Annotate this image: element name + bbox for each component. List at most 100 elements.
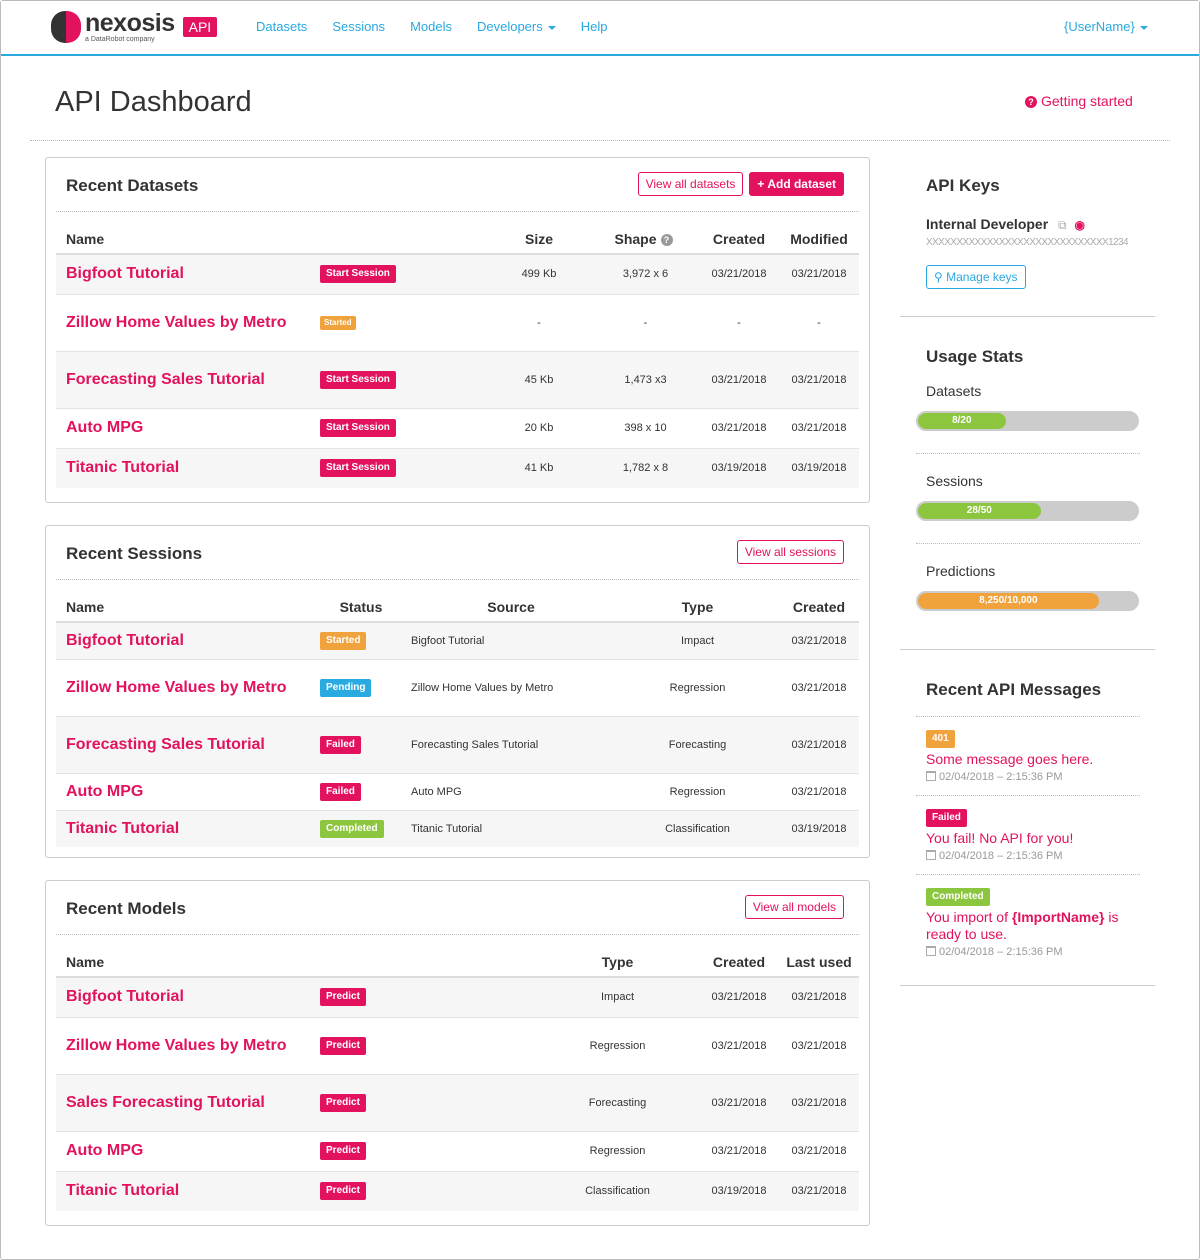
row-name-link[interactable]: Titanic Tutorial [56, 447, 316, 488]
view-all-sessions-button[interactable]: View all sessions [736, 540, 844, 564]
nav-help[interactable]: Help [580, 19, 608, 34]
divider [56, 211, 859, 212]
predict-button[interactable]: Predict [320, 1093, 366, 1112]
predict-button[interactable]: Predict [320, 988, 366, 1007]
datasets-table: Name Size Shape? Created Modified Bigfoot Tut… [56, 225, 859, 488]
modified-cell: 03/21/2018 [779, 350, 859, 408]
start-session-button[interactable]: Start Session [320, 459, 396, 478]
api-message: Completed You import of {ImportName} is r… [926, 886, 1141, 958]
column-header[interactable]: Type [616, 593, 779, 623]
column-header[interactable]: Name [56, 593, 316, 623]
view-all-datasets-button[interactable]: View all datasets [637, 172, 744, 196]
created-cell: 03/21/2018 [779, 621, 859, 659]
shape-cell: 1,782 x 8 [592, 447, 699, 488]
column-header[interactable] [316, 948, 536, 978]
badge-cell: Predict [316, 1130, 536, 1171]
badge-cell: Start Session [316, 447, 486, 488]
badge-cell: Predict [316, 1170, 536, 1211]
source-cell: Bigfoot Tutorial [406, 621, 616, 659]
row-name-link[interactable]: Zillow Home Values by Metro [56, 293, 316, 351]
nav-developers[interactable]: Developers [477, 19, 556, 34]
column-header[interactable]: Type [536, 948, 699, 978]
recent-api-messages-title: Recent API Messages [926, 680, 1102, 699]
manage-keys-label: Manage keys [946, 270, 1018, 284]
message-date: 02/04/2018 – 2:15:36 PM [926, 850, 1141, 862]
row-name-link[interactable]: Titanic Tutorial [56, 809, 316, 847]
add-dataset-button[interactable]: + Add dataset [749, 172, 844, 196]
column-header[interactable]: Size [486, 225, 592, 255]
column-header[interactable] [316, 225, 486, 255]
row-name-link[interactable]: Bigfoot Tutorial [56, 253, 316, 294]
start-session-button[interactable]: Start Session [320, 419, 396, 437]
row-name-link[interactable]: Forecasting Sales Tutorial [56, 715, 316, 773]
start-session-button[interactable]: Start Session [320, 370, 396, 389]
predict-button[interactable]: Predict [320, 1182, 366, 1201]
type-cell: Classification [616, 809, 779, 847]
column-header[interactable]: Created [699, 225, 779, 255]
row-name-link[interactable]: Auto MPG [56, 1130, 316, 1171]
message-badge: Failed [926, 809, 967, 827]
shape-cell: 1,473 x3 [592, 350, 699, 408]
column-header[interactable]: Created [779, 593, 859, 623]
column-header[interactable]: Name [56, 225, 316, 255]
message-text: You fail! No API for you! [926, 830, 1074, 846]
api-keys-title: API Keys [926, 176, 1000, 195]
nav-sessions[interactable]: Sessions [332, 19, 386, 34]
row-name-link[interactable]: Titanic Tutorial [56, 1170, 316, 1211]
badge-cell: Predict [316, 1016, 536, 1074]
calendar-icon [926, 771, 936, 781]
divider [900, 316, 1155, 317]
row-name-link[interactable]: Bigfoot Tutorial [56, 621, 316, 659]
column-header[interactable]: Last used [779, 948, 859, 978]
start-session-button[interactable]: Start Session [320, 265, 396, 284]
row-name-link[interactable]: Sales Forecasting Tutorial [56, 1073, 316, 1131]
row-name-link[interactable]: Auto MPG [56, 407, 316, 448]
logo[interactable]: nexosis a DataRobot company API [51, 9, 218, 43]
view-all-models-button[interactable]: View all models [744, 895, 844, 919]
last-used-cell: 03/21/2018 [779, 976, 859, 1017]
column-header[interactable]: Modified [779, 225, 859, 255]
size-cell: 41 Kb [486, 447, 592, 488]
table-row: Zillow Home Values by Metro Predict Regres… [56, 1016, 859, 1074]
row-name-link[interactable]: Bigfoot Tutorial [56, 976, 316, 1017]
badge-cell: Failed [316, 715, 406, 773]
column-header[interactable]: Shape? [592, 225, 699, 255]
key-name: Internal Developer ⧉ ◉ [926, 216, 1085, 233]
getting-started-link[interactable]: ? Getting started [1025, 93, 1133, 109]
row-name-link[interactable]: Auto MPG [56, 772, 316, 810]
column-header[interactable]: Status [316, 593, 406, 623]
copy-icon[interactable]: ⧉ [1058, 218, 1067, 232]
source-cell: Forecasting Sales Tutorial [406, 715, 616, 773]
row-name-link[interactable]: Forecasting Sales Tutorial [56, 350, 316, 408]
divider [30, 140, 1170, 141]
row-name-link[interactable]: Zillow Home Values by Metro [56, 1016, 316, 1074]
api-key-value: XXXXXXXXXXXXXXXXXXXXXXXXXXXXXX1234 [926, 237, 1129, 248]
nav-models[interactable]: Models [410, 19, 452, 34]
usage-progress-fill: 28/50 [918, 503, 1041, 519]
source-cell: Zillow Home Values by Metro [406, 658, 616, 716]
column-header[interactable]: Name [56, 948, 316, 978]
column-header[interactable]: Created [699, 948, 779, 978]
caret-down-icon [1139, 25, 1148, 30]
manage-keys-button[interactable]: ⚲ Manage keys [926, 265, 1026, 289]
nav-datasets[interactable]: Datasets [256, 19, 308, 34]
table-row: Titanic Tutorial Completed Titanic Tutoria… [56, 809, 859, 847]
status-badge: Failed [320, 735, 361, 754]
size-cell: 20 Kb [486, 407, 592, 448]
column-header[interactable]: Source [406, 593, 616, 623]
eye-icon[interactable]: ◉ [1074, 218, 1085, 232]
message-date-text: 02/04/2018 – 2:15:36 PM [939, 946, 1063, 958]
predict-button[interactable]: Predict [320, 1036, 366, 1055]
question-circle-icon[interactable]: ? [660, 234, 673, 246]
last-used-cell: 03/21/2018 [779, 1170, 859, 1211]
predict-button[interactable]: Predict [320, 1142, 366, 1160]
user-menu[interactable]: {UserName} [1064, 19, 1148, 34]
brand-name: nexosis [85, 9, 175, 37]
created-cell: 03/19/2018 [779, 809, 859, 847]
divider [916, 453, 1140, 454]
table-row: Auto MPG Start Session 20 Kb 398 x 10 03/21/… [56, 407, 859, 448]
row-name-link[interactable]: Zillow Home Values by Metro [56, 658, 316, 716]
message-text: You import of {ImportName} is ready to u… [926, 909, 1141, 943]
table-header-row: Name Status Source Type Created [56, 593, 859, 623]
type-cell: Impact [616, 621, 779, 659]
